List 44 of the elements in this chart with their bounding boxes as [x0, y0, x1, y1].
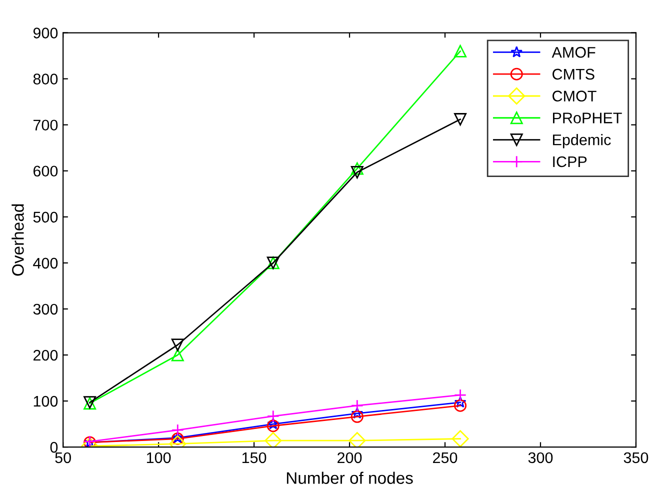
y-tick-label: 700: [34, 120, 58, 131]
point: [350, 410, 364, 423]
point: [171, 338, 184, 352]
point: [454, 388, 467, 402]
x-tick-label: 250: [433, 452, 458, 464]
x-tick-label: 300: [528, 452, 553, 464]
legend-label: AMOF: [552, 46, 596, 58]
point: [267, 418, 280, 430]
legend-label: PRoPHET: [553, 112, 622, 124]
y-axis-title: Overhead: [12, 204, 24, 276]
x-tick-label: 50: [55, 452, 71, 464]
y-tick-label: 500: [33, 212, 58, 223]
x-tick-label: 350: [624, 452, 648, 464]
point: [351, 407, 364, 419]
y-tick-label: 200: [33, 350, 58, 361]
legend-label: ICPP: [553, 156, 587, 168]
point: [452, 430, 469, 448]
point: [350, 399, 364, 412]
point: [171, 424, 184, 436]
y-tick-label: 800: [33, 74, 58, 84]
point: [454, 113, 467, 126]
y-tick-label: 300: [33, 304, 58, 315]
point: [454, 396, 466, 408]
legend-label: CMOT: [552, 90, 596, 102]
x-tick-label: 150: [242, 452, 266, 464]
point: [454, 399, 467, 412]
x-tick-label: 200: [338, 452, 362, 464]
point: [350, 162, 364, 175]
point: [266, 420, 280, 432]
x-axis-title: Number of nodes: [286, 472, 413, 484]
y-tick-label: 600: [34, 166, 58, 177]
y-tick-label: 0: [50, 442, 58, 453]
point: [266, 410, 280, 422]
point: [454, 44, 467, 58]
point: [171, 348, 184, 362]
point: [348, 432, 366, 448]
y-tick-label: 100: [34, 396, 58, 407]
x-tick-label: 100: [146, 452, 171, 464]
y-tick-label: 900: [33, 28, 58, 38]
point: [350, 166, 364, 178]
point: [264, 432, 282, 448]
y-tick-label: 400: [33, 258, 58, 269]
legend-label: Epdemic: [553, 134, 611, 148]
legend-label: CMTS: [552, 68, 594, 80]
